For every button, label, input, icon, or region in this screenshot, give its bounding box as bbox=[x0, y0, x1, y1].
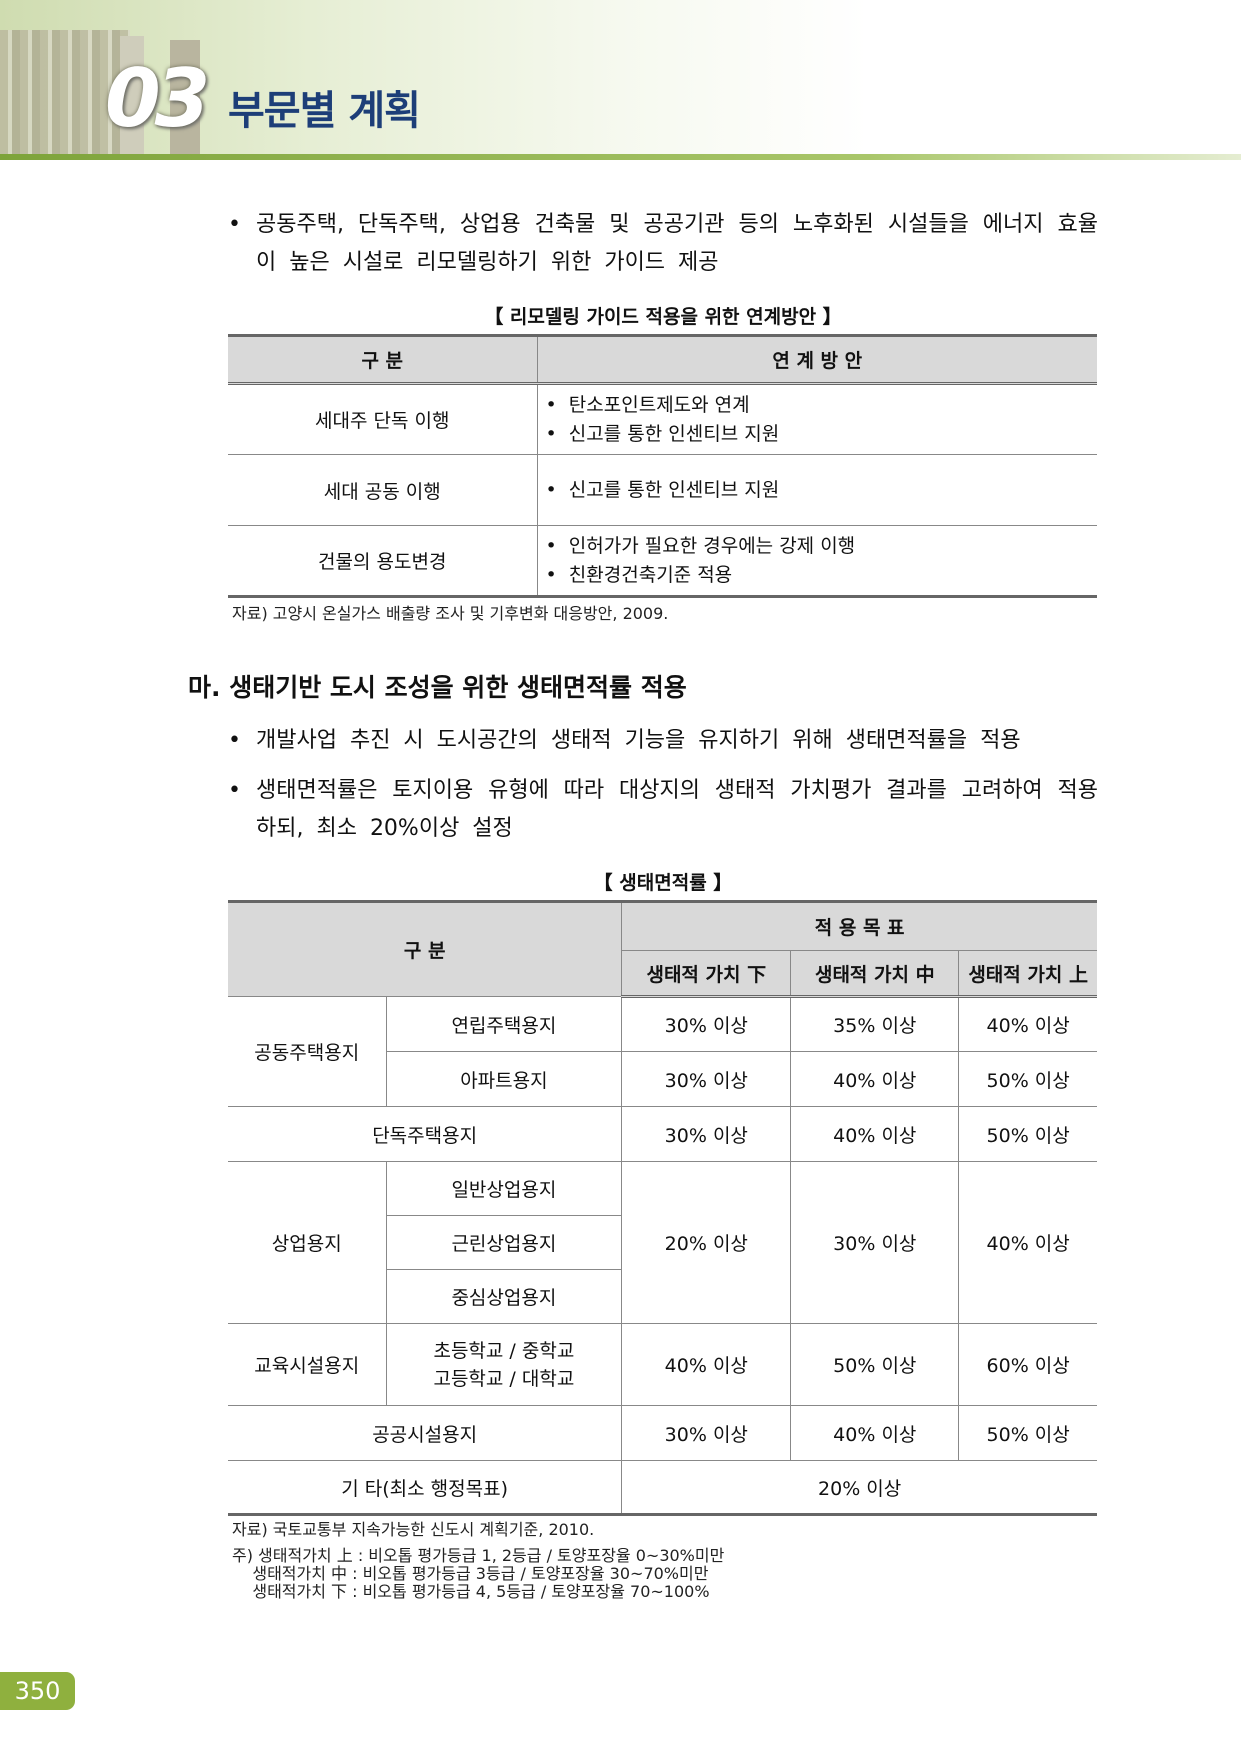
value-cell: 40% 이상 bbox=[958, 996, 1097, 1052]
value-cell: 40% 이상 bbox=[958, 1161, 1097, 1324]
note-line: 생태적가치 中 : 비오톱 평가등급 3등급 / 토양포장율 30~70%미만 bbox=[232, 1564, 709, 1583]
tower-image bbox=[120, 36, 144, 156]
chapter-title: 부문별 계획 bbox=[228, 88, 421, 134]
column-header: 생태적 가치 下 bbox=[621, 950, 791, 998]
city-skyline-image bbox=[0, 30, 130, 156]
group-cell: 공동주택용지 bbox=[228, 996, 386, 1107]
label-cell: 공공시설용지 bbox=[228, 1405, 622, 1461]
value-cell: 50% 이상 bbox=[958, 1405, 1097, 1461]
value-cell: 35% 이상 bbox=[790, 996, 959, 1052]
tower-image bbox=[170, 40, 200, 156]
list-item: • 탄소포인트제도와 연계 bbox=[545, 393, 750, 416]
category-cell: 세대주 단독 이행 bbox=[228, 383, 537, 455]
label-cell: 근린상업용지 bbox=[385, 1215, 622, 1270]
note-line: 주) 생태적가치 上 : 비오톱 평가등급 1, 2등급 / 토양포장율 0~3… bbox=[232, 1546, 725, 1565]
table-row: 세대주 단독 이행 • 탄소포인트제도와 연계 • 신고를 통한 인센티브 지원 bbox=[228, 383, 1097, 455]
group-cell: 교육시설용지 bbox=[228, 1323, 386, 1406]
column-header: 생태적 가치 上 bbox=[958, 950, 1097, 998]
table-row: 단독주택용지 30% 이상 40% 이상 50% 이상 bbox=[228, 1106, 1097, 1162]
label-cell: 일반상업용지 bbox=[385, 1161, 622, 1216]
bullet-item: • 개발사업 추진 시 도시공간의 생태적 기능을 유지하기 위해 생태면적률을 … bbox=[228, 728, 1021, 753]
table-source: 자료) 고양시 온실가스 배출량 조사 및 기후변화 대응방안, 2009. bbox=[232, 604, 669, 623]
section-heading: 마. 생태기반 도시 조성을 위한 생태면적률 적용 bbox=[188, 673, 687, 702]
table-row: 교육시설용지 초등학교 / 중학교 고등학교 / 대학교 40% 이상 50% 이상 60… bbox=[228, 1323, 1097, 1406]
value-cell: 60% 이상 bbox=[958, 1323, 1097, 1406]
value-cell: 20% 이상 bbox=[621, 1161, 791, 1324]
value-cell: 40% 이상 bbox=[621, 1323, 791, 1406]
chapter-number: 03 bbox=[105, 52, 210, 145]
value-cell: 20% 이상 bbox=[621, 1460, 1097, 1515]
label-cell: 단독주택용지 bbox=[228, 1106, 622, 1162]
label-cell: 기 타(최소 행정목표) bbox=[228, 1460, 622, 1515]
list-item: • 신고를 통한 인센티브 지원 bbox=[545, 478, 780, 501]
table-row: 건물의 용도변경 • 인허가가 필요한 경우에는 강제 이행 • 친환경건축기준 적… bbox=[228, 525, 1097, 598]
bullet-item: • 공동주택, 단독주택, 상업용 건축물 및 공공기관 등의 노후화된 시설들을… bbox=[228, 212, 1098, 275]
label-cell: 초등학교 / 중학교 고등학교 / 대학교 bbox=[385, 1323, 622, 1406]
column-header: 구 분 bbox=[228, 335, 537, 384]
value-cell: 40% 이상 bbox=[790, 1405, 959, 1461]
label-cell: 중심상업용지 bbox=[385, 1269, 622, 1324]
list-item: • 신고를 통한 인센티브 지원 bbox=[545, 422, 780, 445]
value-cell: 50% 이상 bbox=[958, 1106, 1097, 1162]
table-row: 기 타(최소 행정목표) 20% 이상 bbox=[228, 1460, 1097, 1515]
category-cell: 건물의 용도변경 bbox=[228, 525, 537, 598]
table-row: 공공시설용지 30% 이상 40% 이상 50% 이상 bbox=[228, 1405, 1097, 1461]
table-notes: 주) 생태적가치 上 : 비오톱 평가등급 1, 2등급 / 토양포장율 0~3… bbox=[232, 1547, 724, 1601]
column-header: 적 용 목 표 bbox=[621, 901, 1097, 951]
value-cell: 50% 이상 bbox=[958, 1051, 1097, 1107]
value-cell: 30% 이상 bbox=[790, 1161, 959, 1324]
table-row: 상업용지 일반상업용지 20% 이상 30% 이상 40% 이상 bbox=[228, 1161, 1097, 1324]
list-item: • 인허가가 필요한 경우에는 강제 이행 bbox=[545, 534, 856, 557]
value-cell: 30% 이상 bbox=[621, 1051, 791, 1107]
value-cell: 50% 이상 bbox=[790, 1323, 959, 1406]
table-caption: 【 생태면적률 】 bbox=[593, 872, 733, 894]
table-source: 자료) 국토교통부 지속가능한 신도시 계획기준, 2010. bbox=[232, 1520, 595, 1539]
value-cell: 30% 이상 bbox=[621, 996, 791, 1052]
table-row: 아파트용지 30% 이상 40% 이상 50% 이상 bbox=[228, 1051, 1097, 1107]
note-line: 생태적가치 下 : 비오톱 평가등급 4, 5등급 / 토양포장율 70~100… bbox=[232, 1582, 710, 1601]
group-cell: 상업용지 bbox=[228, 1161, 386, 1324]
bullet-item: • 생태면적률은 토지이용 유형에 따라 대상지의 생태적 가치평가 결과를 고려… bbox=[228, 778, 1098, 841]
value-cell: 30% 이상 bbox=[621, 1405, 791, 1461]
table-row: 세대 공동 이행 • 신고를 통한 인센티브 지원 bbox=[228, 454, 1097, 526]
value-cell: 40% 이상 bbox=[790, 1106, 959, 1162]
table-caption: 【 리모델링 가이드 적용을 위한 연계방안 】 bbox=[484, 306, 842, 328]
column-header: 연 계 방 안 bbox=[536, 335, 1097, 384]
table-row: 근린상업용지 bbox=[228, 1215, 1097, 1270]
list-item: • 친환경건축기준 적용 bbox=[545, 563, 733, 586]
value-cell: 30% 이상 bbox=[621, 1106, 791, 1162]
value-cell: 40% 이상 bbox=[790, 1051, 959, 1107]
page-number: 350 bbox=[0, 1672, 75, 1710]
header-divider bbox=[0, 154, 1241, 160]
table-row: 중심상업용지 bbox=[228, 1269, 1097, 1324]
table-row: 공동주택용지 연립주택용지 30% 이상 35% 이상 40% 이상 bbox=[228, 996, 1097, 1107]
label-cell: 연립주택용지 bbox=[385, 996, 622, 1052]
column-header: 구 분 bbox=[228, 901, 622, 997]
column-header: 생태적 가치 中 bbox=[790, 950, 959, 998]
label-cell: 아파트용지 bbox=[385, 1051, 622, 1107]
category-cell: 세대 공동 이행 bbox=[228, 454, 537, 526]
chapter-header-banner: 03 부문별 계획 bbox=[0, 0, 1241, 156]
